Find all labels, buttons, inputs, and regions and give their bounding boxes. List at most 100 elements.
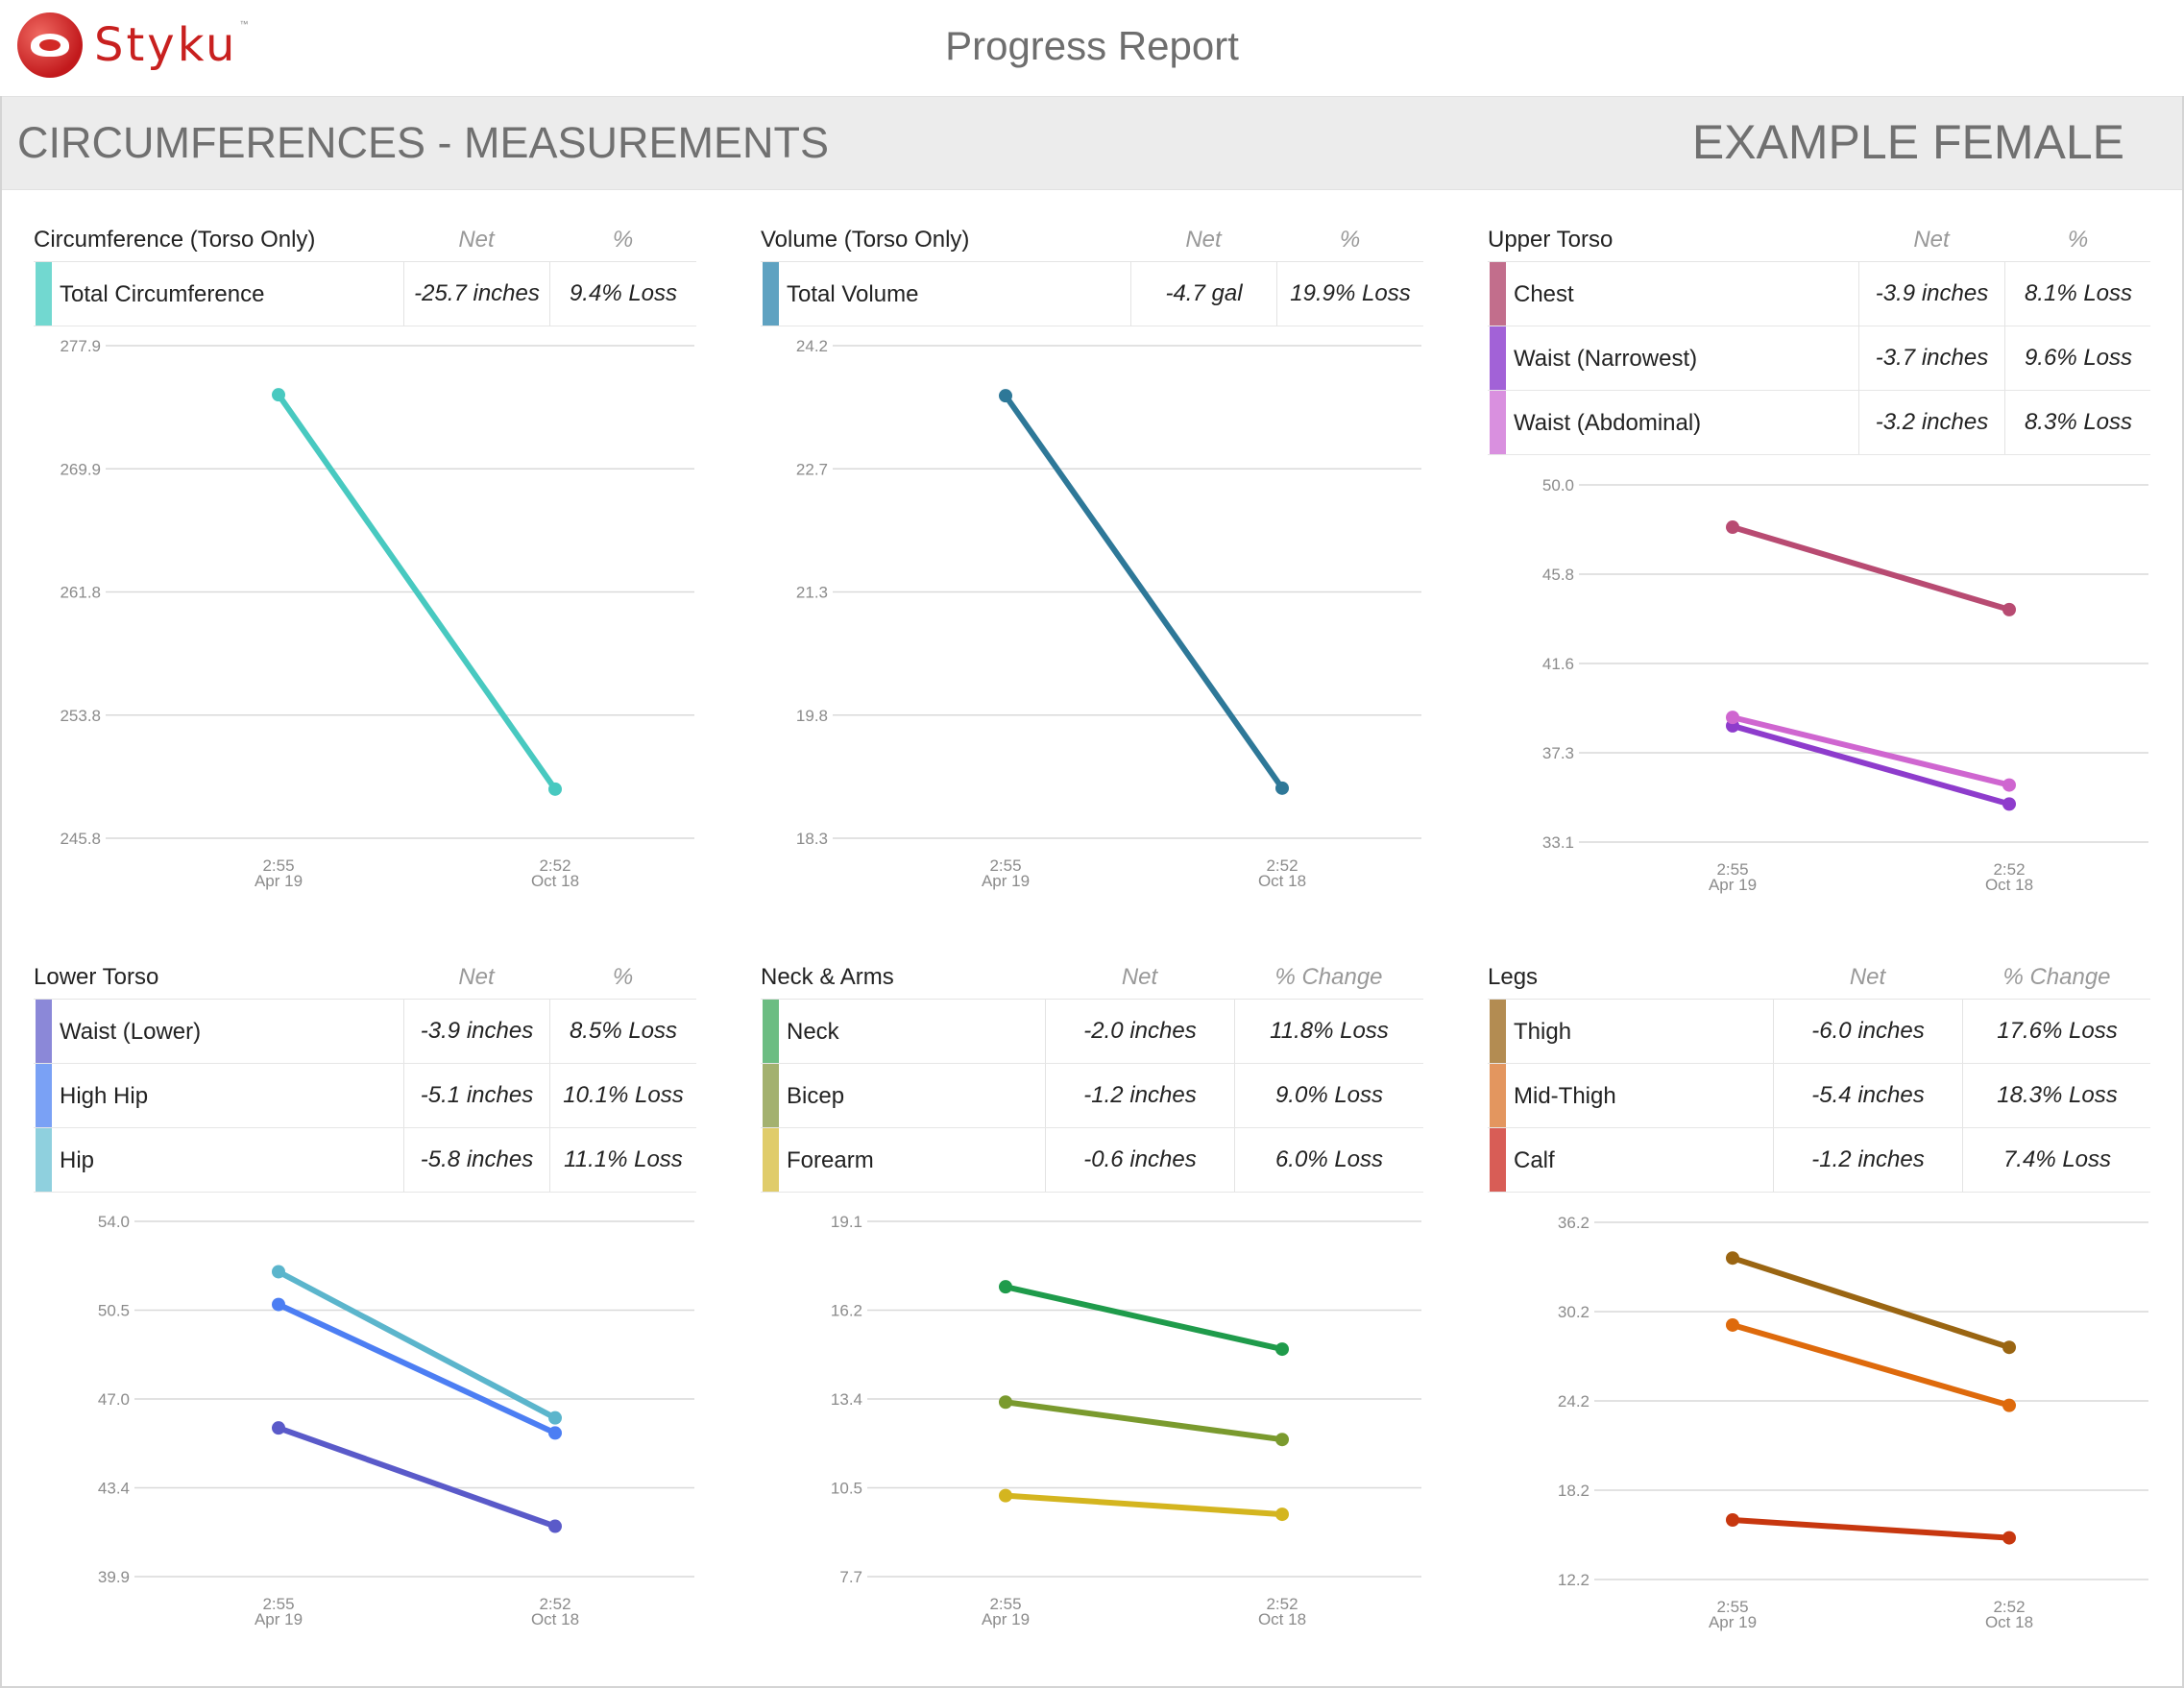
data-point[interactable]	[548, 1426, 562, 1440]
data-point[interactable]	[1726, 520, 1739, 535]
data-point[interactable]	[1275, 1342, 1289, 1357]
styku-logo-icon	[17, 12, 83, 78]
data-point[interactable]	[1726, 1317, 1739, 1332]
col-header-net: Net	[458, 964, 495, 990]
y-tick-label: 30.2	[1558, 1303, 1589, 1321]
x-tick-date: Oct 18	[531, 1610, 579, 1628]
measurement-table: Thigh -6.0 inches 17.6% Loss Mid-Thigh -5.4 …	[1488, 999, 2150, 1193]
percent-value: 8.3% Loss	[2004, 391, 2151, 454]
panel-header: Circumference (Torso Only) Net%	[34, 217, 696, 255]
panel-title: Neck & Arms	[761, 964, 894, 990]
data-point[interactable]	[999, 1395, 1012, 1410]
percent-value: 11.1% Loss	[549, 1128, 696, 1192]
data-point[interactable]	[1275, 1507, 1289, 1522]
y-tick-label: 7.7	[839, 1568, 862, 1586]
y-tick-label: 12.2	[1558, 1571, 1589, 1589]
y-tick-label: 54.0	[98, 1213, 130, 1231]
series-line	[1730, 524, 2012, 613]
measurement-name: Total Circumference	[60, 281, 265, 307]
data-point[interactable]	[1726, 1513, 1739, 1527]
measurement-table: Waist (Lower) -3.9 inches 8.5% Loss High Hi…	[34, 999, 696, 1193]
percent-value: 18.3% Loss	[1962, 1064, 2151, 1127]
data-point[interactable]	[272, 1297, 285, 1312]
table-row: Mid-Thigh -5.4 inches 18.3% Loss	[1488, 1064, 2150, 1128]
data-point[interactable]	[999, 1280, 1012, 1294]
measurement-name: Mid-Thigh	[1514, 1083, 1616, 1109]
net-value: -5.1 inches	[403, 1064, 549, 1127]
x-tick-date: Oct 18	[1258, 872, 1306, 890]
data-point[interactable]	[272, 1421, 285, 1435]
data-point[interactable]	[272, 1265, 285, 1279]
x-tick-date: Apr 19	[255, 872, 303, 890]
measurement-name: Thigh	[1514, 1019, 1572, 1045]
y-tick-label: 261.8	[60, 584, 101, 602]
color-swatch	[1490, 326, 1506, 390]
panel-title: Legs	[1488, 964, 1539, 990]
table-row: Forearm -0.6 inches 6.0% Loss	[761, 1128, 1423, 1193]
table-row: Total Volume -4.7 gal 19.9% Loss	[761, 262, 1423, 326]
series-line	[1730, 1321, 2012, 1409]
series-forearm	[999, 1488, 1289, 1522]
col-header-net: Net	[1849, 964, 1886, 990]
measurement-name: Bicep	[787, 1083, 845, 1109]
y-tick-label: 21.3	[796, 584, 828, 602]
data-point[interactable]	[999, 389, 1012, 403]
panel-header: Neck & Arms Net % Change	[761, 954, 1423, 993]
panel-title: Circumference (Torso Only)	[34, 227, 316, 253]
x-tick-time: 2:55	[989, 856, 1021, 875]
data-point[interactable]	[548, 1411, 562, 1425]
color-swatch	[1490, 1128, 1506, 1192]
series-total-circumference	[272, 388, 562, 796]
y-tick-label: 19.8	[796, 707, 828, 725]
percent-value: 10.1% Loss	[549, 1064, 696, 1127]
color-swatch	[36, 1128, 52, 1192]
y-tick-label: 50.5	[98, 1302, 130, 1320]
table-row: Total Circumference -25.7 inches 9.4% Loss	[34, 262, 696, 326]
y-tick-label: 33.1	[1542, 833, 1574, 852]
data-point[interactable]	[2002, 797, 2016, 811]
measurement-table: Chest -3.9 inches 8.1% Loss Waist (Narrowes…	[1488, 261, 2150, 455]
x-tick-time: 2:55	[262, 856, 294, 875]
color-swatch	[763, 1000, 779, 1063]
x-tick-time: 2:52	[539, 856, 570, 875]
data-point[interactable]	[1275, 781, 1289, 795]
data-point[interactable]	[2002, 1531, 2016, 1545]
data-point[interactable]	[272, 388, 285, 402]
styku-logo: Styku ™	[17, 10, 248, 81]
data-point[interactable]	[2002, 1398, 2016, 1412]
series-line	[276, 1268, 558, 1421]
col-header-net: Net	[1121, 964, 1158, 990]
percent-value: 17.6% Loss	[1962, 1000, 2151, 1063]
series-line	[1003, 1284, 1285, 1353]
data-point[interactable]	[548, 1519, 562, 1533]
y-tick-label: 13.4	[831, 1390, 862, 1409]
net-value: -0.6 inches	[1045, 1128, 1234, 1192]
data-point[interactable]	[1726, 711, 1739, 725]
data-point[interactable]	[999, 1488, 1012, 1503]
x-tick-date: Apr 19	[982, 872, 1030, 890]
data-point[interactable]	[1275, 1433, 1289, 1447]
data-point[interactable]	[2002, 778, 2016, 792]
x-tick-date: Oct 18	[1258, 1610, 1306, 1628]
x-tick-time: 2:55	[1716, 1598, 1748, 1616]
top-bar: Styku ™ Progress Report	[0, 0, 2184, 96]
table-row: Waist (Lower) -3.9 inches 8.5% Loss	[34, 1000, 696, 1064]
percent-value: 8.5% Loss	[549, 1000, 696, 1063]
data-point[interactable]	[2002, 602, 2016, 616]
data-point[interactable]	[548, 782, 562, 796]
data-point[interactable]	[2002, 1340, 2016, 1355]
page-title: Progress Report	[945, 23, 1239, 68]
series-line	[1730, 714, 2012, 788]
data-point[interactable]	[1726, 1251, 1739, 1266]
series-line	[1730, 1255, 2012, 1351]
y-tick-label: 50.0	[1542, 476, 1574, 494]
y-tick-label: 277.9	[60, 337, 101, 355]
y-tick-label: 37.3	[1542, 744, 1574, 762]
series-hip	[272, 1265, 562, 1425]
x-tick-date: Apr 19	[255, 1610, 303, 1628]
series-chest	[1726, 520, 2016, 616]
series-thigh	[1726, 1251, 2016, 1355]
